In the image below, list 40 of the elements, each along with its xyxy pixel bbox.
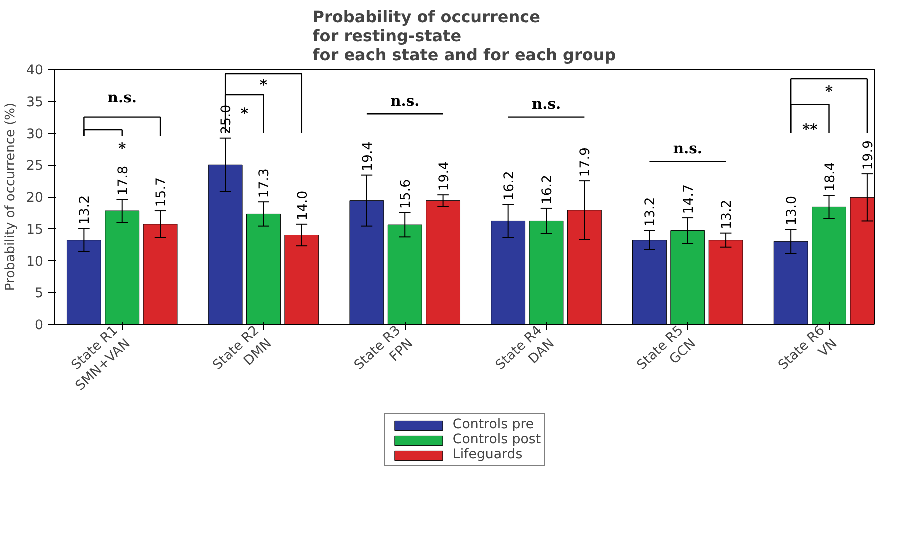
legend-label: Lifeguards xyxy=(452,448,523,462)
y-tick-label: 40 xyxy=(26,64,44,78)
data-label: 17.9 xyxy=(578,148,594,178)
data-label: 15.6 xyxy=(399,179,414,210)
y-tick-label: 15 xyxy=(26,222,44,238)
y-tick-label: 30 xyxy=(26,127,44,142)
annotation: n.s. xyxy=(108,90,137,107)
data-label: 17.8 xyxy=(116,166,132,196)
y-tick-label: 20 xyxy=(26,191,44,206)
y-axis-title: Probability of occurrence (%) xyxy=(4,102,19,292)
annotation: n.s. xyxy=(673,140,702,158)
annotation: * xyxy=(825,83,834,100)
y-tick-label: 35 xyxy=(26,95,44,110)
data-label: 17.3 xyxy=(258,168,273,198)
legend-label: Controls post xyxy=(452,432,542,448)
data-label: 19.4 xyxy=(437,162,452,192)
data-label: 13.2 xyxy=(720,200,736,230)
y-tick-label: 0 xyxy=(35,318,44,334)
data-label: 18.4 xyxy=(823,162,838,192)
data-label: 13.2 xyxy=(644,197,659,227)
data-label: 15.7 xyxy=(154,178,170,208)
data-label: 16.2 xyxy=(540,174,556,205)
annotation: * xyxy=(118,140,127,158)
annotation: n.s. xyxy=(532,96,562,114)
data-label: 13.0 xyxy=(785,196,800,226)
data-label: 19.4 xyxy=(360,142,376,172)
data-label: 16.2 xyxy=(502,171,518,201)
y-tick-label: 10 xyxy=(26,254,44,270)
annotation: ** xyxy=(802,122,818,139)
chart-title: Probability of occurrence for resting-state for each state and for each group xyxy=(312,8,616,64)
data-label: 14.0 xyxy=(296,190,311,221)
y-tick-label: 25 xyxy=(26,159,44,174)
legend-label: Controls pre xyxy=(452,418,534,432)
y-tick-label: 5 xyxy=(35,286,44,302)
annotation: * xyxy=(240,106,249,123)
data-label: 13.2 xyxy=(78,195,94,226)
data-label: 14.7 xyxy=(682,184,697,214)
annotation: * xyxy=(260,76,268,94)
annotation: n.s. xyxy=(390,92,420,110)
data-label: 19.9 xyxy=(861,140,876,170)
